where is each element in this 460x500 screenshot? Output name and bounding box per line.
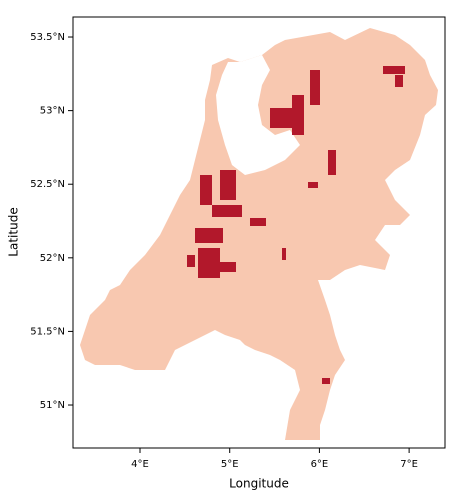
x-tick-label: 6°E [311, 459, 329, 470]
y-tick-label: 51.5°N [30, 326, 65, 337]
cell [310, 70, 320, 105]
urban-cells [187, 66, 405, 384]
y-tick-label: 53.5°N [30, 32, 65, 43]
cell [250, 218, 266, 226]
cell [328, 150, 336, 175]
plot-frame [72, 16, 446, 449]
cell [195, 228, 223, 243]
y-axis-label: Latitude [7, 207, 21, 256]
y-tick-label: 52.5°N [30, 179, 65, 190]
cell [218, 262, 236, 272]
x-tick-label: 5°E [221, 459, 239, 470]
cell [187, 255, 195, 267]
cell [395, 75, 403, 87]
land [80, 28, 438, 440]
cell [198, 248, 220, 278]
lake [216, 55, 300, 175]
netherlands-raster [80, 28, 438, 440]
cell [220, 170, 236, 200]
cell [383, 66, 405, 74]
cell [322, 378, 330, 384]
cell [200, 175, 212, 205]
cell [282, 248, 286, 260]
x-tick-label: 4°E [131, 459, 149, 470]
cell [212, 205, 242, 217]
cell [308, 182, 318, 188]
y-tick-label: 52°N [40, 253, 65, 264]
y-tick-label: 53°N [40, 106, 65, 117]
x-tick-label: 7°E [400, 459, 418, 470]
y-tick-label: 51°N [40, 400, 65, 411]
x-axis-label: Longitude [229, 477, 289, 491]
cell [292, 95, 304, 135]
